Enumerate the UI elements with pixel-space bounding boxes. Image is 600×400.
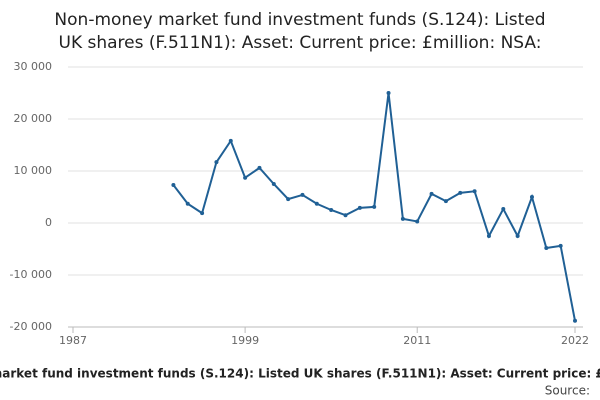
point (228, 138, 233, 143)
point (271, 182, 276, 186)
point (343, 213, 348, 218)
point (472, 189, 477, 194)
x-axis-label: Non-money market fund investment funds (… (0, 367, 600, 381)
source: Source: (545, 384, 590, 398)
point (415, 219, 420, 224)
y-tick-label: -20 000 (10, 320, 52, 333)
point (529, 195, 534, 199)
point (314, 201, 319, 206)
point (200, 211, 205, 216)
point (286, 197, 291, 202)
point (214, 160, 219, 165)
chart-title: Non-money market fund investment funds (… (54, 10, 545, 30)
point (400, 216, 405, 221)
y-tick-label: 20 000 (14, 112, 53, 125)
point (357, 205, 362, 210)
point (386, 91, 391, 95)
y-tick-label: 10 000 (14, 164, 53, 177)
point (329, 208, 334, 212)
point (515, 234, 520, 238)
point (243, 175, 248, 180)
x-tick-label: 1999 (231, 334, 259, 347)
x-tick-label: 2011 (403, 334, 431, 347)
x-tick-label: 1987 (59, 334, 87, 347)
y-tick-label: 30 000 (14, 60, 53, 73)
chart-title: UK shares (F.511N1): Asset: Current pric… (59, 33, 542, 53)
point (443, 199, 448, 204)
point (486, 234, 491, 238)
point (372, 204, 377, 209)
point (458, 190, 463, 195)
y-tick-label: -10 000 (10, 268, 52, 281)
point (501, 206, 506, 211)
x-tick-label: 2022 (561, 334, 589, 347)
point (429, 191, 434, 196)
point (171, 183, 176, 188)
point (558, 243, 563, 248)
point (185, 201, 190, 206)
point (300, 192, 305, 197)
y-tick-label: 0 (45, 216, 52, 229)
point (257, 165, 262, 170)
point (573, 318, 577, 323)
point (544, 245, 549, 250)
